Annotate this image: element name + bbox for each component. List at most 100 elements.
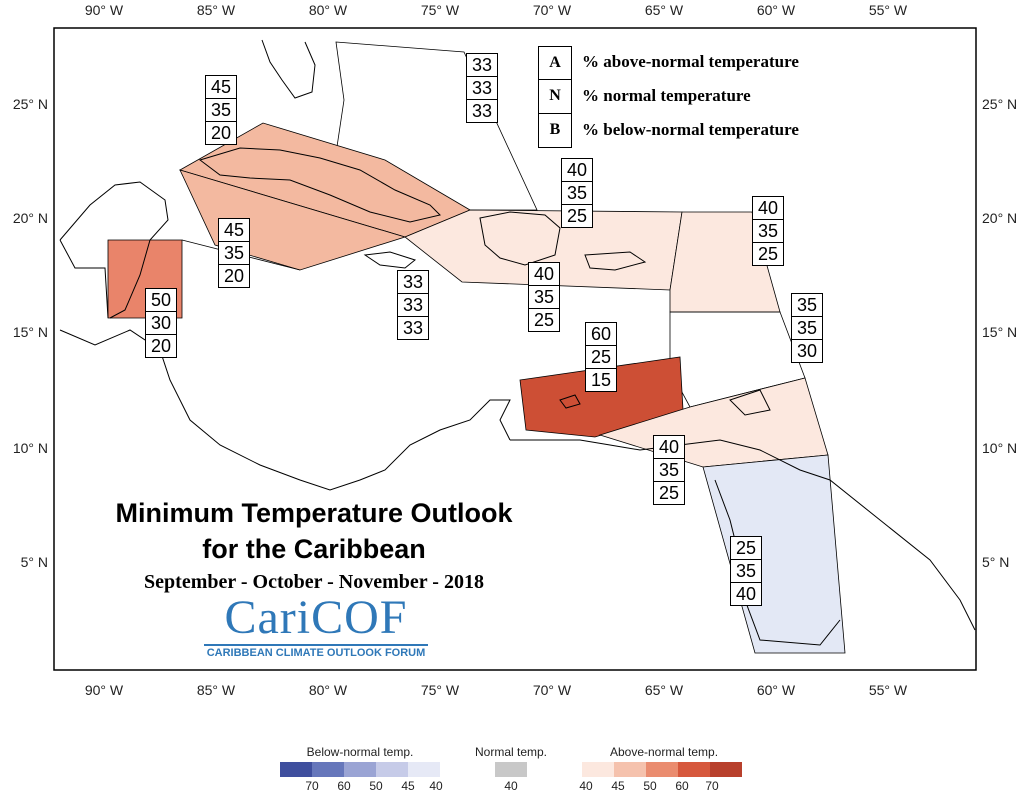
prob-below: 25 [753,242,783,265]
prob-box-bahamas: 33 33 33 [466,53,498,123]
prob-box-cuba: 45 35 20 [205,75,237,145]
prob-box-belize: 50 30 20 [145,288,177,358]
prob-above: 35 [796,295,818,315]
colorbar-label: 45 [611,779,625,793]
prob-below: 25 [562,204,592,227]
prob-above: 45 [210,77,232,97]
prob-below: 25 [529,308,559,331]
colorbar-label: 40 [579,779,593,793]
map-title: Minimum Temperature Outlook [115,498,513,528]
prob-below: 15 [586,368,616,391]
swatch-below-60 [312,762,344,777]
lon-tick: 90° W [84,682,124,698]
lat-tick: 25° N [12,96,48,112]
prob-normal: 35 [219,241,249,264]
prob-box-hispaniola: 40 35 25 [561,158,593,228]
prob-normal: 35 [562,181,592,204]
lon-tick: 85° W [196,2,236,18]
prob-above: 40 [566,160,588,180]
legend-key: N [538,80,572,114]
prob-below: 20 [206,121,236,144]
colorbar-label: 40 [504,779,518,793]
prob-normal: 35 [753,219,783,242]
logo-wordmark: CariCOF [224,591,408,644]
swatch-above-50 [646,762,678,777]
lon-tick: 70° W [532,682,572,698]
lat-tick: 20° N [12,210,48,226]
lon-tick: 85° W [196,682,236,698]
prob-below: 33 [467,99,497,122]
lat-tick: 15° N [12,324,48,340]
prob-below: 25 [654,481,684,504]
prob-above: 40 [658,437,680,457]
swatch-below-50 [344,762,376,777]
colorbar-label: 50 [369,779,383,793]
lat-tick: 5° N [982,554,1010,570]
prob-normal: 30 [146,311,176,334]
colorbar-label: 40 [429,779,443,793]
prob-above: 45 [223,220,245,240]
prob-above: 40 [757,198,779,218]
legend-key: A [538,46,572,80]
swatch-above-40 [582,762,614,777]
legend-text: % normal temperature [582,86,751,105]
prob-below: 33 [398,316,428,339]
prob-below: 20 [146,334,176,357]
legend-text: % below-normal temperature [582,120,799,139]
swatch-below-70 [280,762,312,777]
logo-subtitle: CARIBBEAN CLIMATE OUTLOOK FORUM [206,647,426,659]
prob-normal: 35 [792,316,822,339]
swatch-normal [495,762,527,777]
lat-tick: 10° N [982,440,1018,456]
colorbar-label: 60 [337,779,351,793]
lat-tick: 10° N [12,440,48,456]
prob-box-windward: 35 35 30 [791,293,823,363]
logo-rule [204,644,428,646]
caricof-logo: CariCOF CARIBBEAN CLIMATE OUTLOOK FORUM [200,593,432,659]
prob-below: 20 [219,264,249,287]
prob-box-leeward: 40 35 25 [752,196,784,266]
prob-above: 33 [402,272,424,292]
lon-tick: 55° W [868,682,908,698]
lat-tick: 20° N [982,210,1018,226]
prob-above: 50 [150,290,172,310]
prob-normal: 25 [586,345,616,368]
lon-tick: 70° W [532,2,572,18]
prob-below: 40 [731,582,761,605]
lon-tick: 80° W [308,682,348,698]
lat-tick: 5° N [20,554,48,570]
colorbar-normal-title: Normal temp. [474,745,548,759]
swatch-below-40 [408,762,440,777]
season-label: September - October - November - 2018 [144,571,484,593]
lon-tick: 55° W [868,2,908,18]
map-subtitle: for the Caribbean [202,534,426,564]
prob-normal: 33 [467,76,497,99]
legend-text: % above-normal temperature [582,52,799,71]
lon-tick: 60° W [756,2,796,18]
colorbar-label: 45 [401,779,415,793]
colorbar-label: 50 [643,779,657,793]
colorbar-label: 70 [705,779,719,793]
swatch-above-60 [678,762,710,777]
prob-box-hispaniola-south: 40 35 25 [528,262,560,332]
prob-normal: 35 [731,559,761,582]
lat-tick: 15° N [982,324,1018,340]
colorbar-label: 70 [305,779,319,793]
legend-key: B [538,114,572,148]
lon-tick: 65° W [644,2,684,18]
prob-box-trinidad: 40 35 25 [653,435,685,505]
prob-above: 40 [533,264,555,284]
lon-tick: 80° W [308,2,348,18]
lat-tick: 25° N [982,96,1018,112]
prob-box-abc: 60 25 15 [585,322,617,392]
prob-box-jamaica: 45 35 20 [218,218,250,288]
prob-box-caribbean-sea: 33 33 33 [397,270,429,340]
colorbar-below-title: Below-normal temp. [306,745,414,759]
lon-tick: 60° W [756,682,796,698]
colorbar-label: 60 [675,779,689,793]
prob-normal: 35 [206,98,236,121]
prob-box-guianas: 25 35 40 [730,536,762,606]
prob-above: 33 [471,55,493,75]
swatch-above-70 [710,762,742,777]
